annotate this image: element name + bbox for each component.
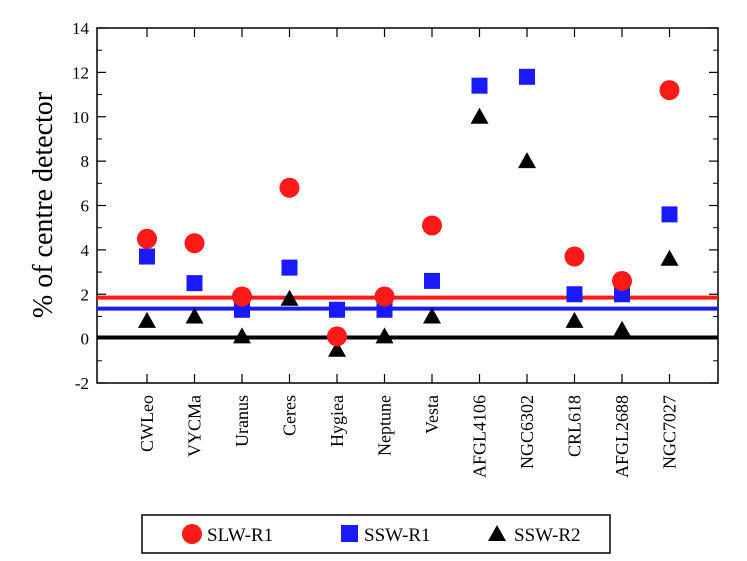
legend-box xyxy=(141,514,611,554)
x-category-label: Hygiea xyxy=(327,395,347,447)
point-ssw-r2 xyxy=(185,307,204,324)
y-axis-title: % of centre detector xyxy=(28,91,59,318)
legend-marker-slw-r1 xyxy=(182,524,202,544)
point-ssw-r2 xyxy=(375,327,394,344)
x-category-label: AFGL4106 xyxy=(470,395,490,478)
point-slw-r1 xyxy=(232,286,252,307)
legend-marker-ssw-r1 xyxy=(341,525,358,542)
point-slw-r1 xyxy=(137,228,157,249)
x-category-label: NGC7027 xyxy=(660,395,680,469)
y-axis-ticks: -2 0 2 4 6 8 10 12 14 xyxy=(72,19,718,393)
point-ssw-r1 xyxy=(614,286,630,303)
point-slw-r1 xyxy=(327,326,347,347)
x-category-label: AFGL2688 xyxy=(612,395,632,478)
legend: SLW-R1 SSW-R1 SSW-R2 xyxy=(141,514,611,554)
point-ssw-r2 xyxy=(565,311,584,328)
x-category-label: Vesta xyxy=(422,395,442,434)
point-ssw-r1 xyxy=(661,206,678,223)
legend-label-ssw-r2: SSW-R2 xyxy=(514,525,581,546)
x-axis-ticks: CWLeo VYCMa Uranus Ceres Hygiea Neptune Vesta A… xyxy=(137,28,680,478)
point-ssw-r2 xyxy=(328,340,346,357)
point-slw-r1 xyxy=(184,233,205,254)
y-tick-label: 14 xyxy=(72,19,90,38)
point-ssw-r1 xyxy=(281,259,298,276)
point-ssw-r1 xyxy=(519,68,535,85)
point-slw-r1 xyxy=(279,177,300,198)
point-slw-r1 xyxy=(564,246,585,267)
legend-label-slw-r1: SLW-R1 xyxy=(207,525,273,546)
x-category-label: Uranus xyxy=(232,395,252,447)
x-category-label: Ceres xyxy=(280,395,300,436)
point-ssw-r1 xyxy=(566,286,583,303)
point-slw-r1 xyxy=(612,270,632,291)
y-tick-label: 8 xyxy=(81,152,90,171)
data-points xyxy=(137,68,680,357)
point-slw-r1 xyxy=(659,80,680,101)
point-ssw-r1 xyxy=(329,301,345,318)
point-ssw-r2 xyxy=(233,327,251,344)
y-tick-label: 0 xyxy=(81,330,90,349)
y-tick-label: 12 xyxy=(72,63,89,82)
point-ssw-r1 xyxy=(376,301,393,318)
point-ssw-r2 xyxy=(423,307,441,324)
y-tick-label: -2 xyxy=(75,374,89,393)
point-ssw-r1 xyxy=(424,272,440,289)
point-ssw-r2 xyxy=(280,289,299,306)
point-slw-r1 xyxy=(422,215,442,236)
legend-marker-ssw-r2 xyxy=(488,525,506,541)
y-tick-label: 10 xyxy=(72,108,89,127)
point-ssw-r1 xyxy=(139,248,155,265)
point-ssw-r1 xyxy=(471,77,488,94)
y-tick-label: 4 xyxy=(81,241,90,260)
point-ssw-r1 xyxy=(186,275,203,292)
point-ssw-r1 xyxy=(234,301,250,318)
x-category-label: CRL618 xyxy=(565,395,585,457)
y-tick-label: 6 xyxy=(81,197,90,216)
legend-label-ssw-r1: SSW-R1 xyxy=(364,525,431,546)
point-ssw-r2 xyxy=(518,152,536,169)
point-ssw-r2 xyxy=(613,320,631,337)
y-tick-label: 2 xyxy=(81,285,90,304)
point-ssw-r2 xyxy=(470,107,489,124)
point-ssw-r2 xyxy=(660,249,679,266)
point-slw-r1 xyxy=(374,286,395,307)
x-category-label: Neptune xyxy=(375,395,395,456)
x-category-label: VYCMa xyxy=(185,395,205,457)
x-category-label: CWLeo xyxy=(137,395,157,452)
point-ssw-r2 xyxy=(138,311,156,328)
x-category-label: NGC6302 xyxy=(517,395,537,469)
